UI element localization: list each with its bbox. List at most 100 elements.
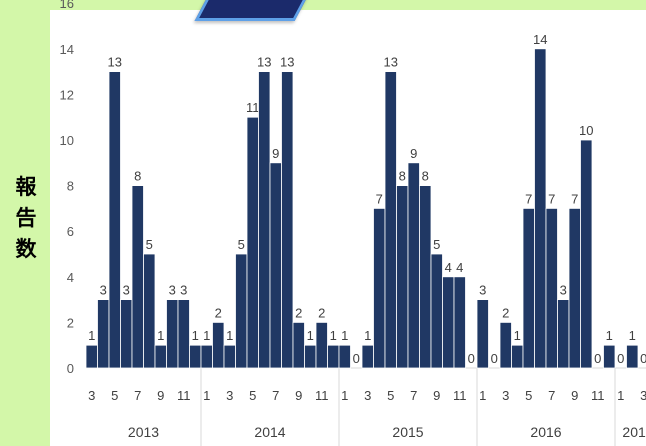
bar [626,344,639,369]
bar [407,162,420,369]
y-tick-label: 16 [60,0,74,11]
data-label: 1 [157,328,164,343]
bar [327,344,340,369]
data-label: 1 [226,328,233,343]
x-tick-label-month: 9 [157,388,164,403]
x-tick-label-month: 7 [410,388,417,403]
data-label: 4 [456,260,463,275]
y-tick-label: 0 [67,361,74,376]
bar [212,321,225,369]
bar [281,71,294,369]
bar [603,344,616,369]
y-axis-title-char-3: 数 [15,238,37,261]
bar [442,276,455,369]
x-tick-label-month: 5 [111,388,118,403]
x-tick-label-month: 1 [203,388,210,403]
bar [131,185,144,369]
x-tick-label-month: 1 [617,388,624,403]
data-label: 1 [88,328,95,343]
data-label: 7 [548,191,555,206]
data-label: 13 [108,55,122,70]
bar [557,299,570,369]
data-label: 1 [514,328,521,343]
bar [258,71,271,369]
x-tick-label-year: 2017 [622,424,646,440]
y-tick-label: 4 [67,270,74,285]
y-axis-title-char-1: 報 [15,176,37,199]
x-tick-label-month: 9 [295,388,302,403]
x-tick-label-month: 1 [479,388,486,403]
x-tick-label-month: 11 [177,388,191,403]
bar [108,71,121,369]
data-label: 3 [123,283,130,298]
x-tick-label-month: 3 [502,388,509,403]
data-label: 1 [330,328,337,343]
y-axis-title: 報 告 数 [6,172,46,265]
bar [292,321,305,369]
data-label: 3 [180,283,187,298]
x-tick-label-month: 3 [640,388,646,403]
data-label: 7 [525,191,532,206]
bar [246,116,259,369]
data-label: 0 [468,351,475,366]
bar [453,276,466,369]
data-label: 3 [169,283,176,298]
x-tick-label-month: 11 [591,388,605,403]
data-label: 1 [341,328,348,343]
bar [545,207,558,369]
bar [419,185,432,369]
x-tick-label-month: 7 [134,388,141,403]
data-label: 7 [376,191,383,206]
data-label: 2 [295,305,302,320]
data-label: 14 [533,32,547,47]
bar [361,344,374,369]
x-tick-label-month: 11 [315,388,329,403]
x-tick-label-month: 9 [433,388,440,403]
data-label: 0 [353,351,360,366]
bar [338,344,351,369]
data-label: 13 [257,55,271,70]
bar [154,344,167,369]
data-label: 8 [134,169,141,184]
bar [511,344,524,369]
x-tick-label-month: 5 [387,388,394,403]
x-tick-label-month: 7 [272,388,279,403]
bar [304,344,317,369]
data-label: 4 [445,260,452,275]
data-label: 9 [410,146,417,161]
x-tick-label-month: 1 [341,388,348,403]
x-tick-label-month: 11 [453,388,467,403]
bar [373,207,386,369]
bar [269,162,282,369]
data-label: 5 [146,237,153,252]
data-label: 1 [629,328,636,343]
data-label: 0 [617,351,624,366]
y-axis-title-char-2: 告 [15,207,37,230]
bar [189,344,202,369]
bar [143,253,156,369]
bar [223,344,236,369]
data-label: 5 [238,237,245,252]
y-tick-label: 2 [67,315,74,330]
data-label: 2 [215,305,222,320]
x-tick-label-month: 9 [571,388,578,403]
bar [430,253,443,369]
data-label: 8 [399,169,406,184]
data-label: 1 [364,328,371,343]
data-label: 7 [571,191,578,206]
y-tick-label: 10 [60,133,74,148]
data-label: 1 [203,328,210,343]
x-tick-label-year: 2013 [128,424,159,440]
x-tick-label-month: 3 [364,388,371,403]
data-label: 0 [640,351,646,366]
bar [120,299,133,369]
data-label: 1 [192,328,199,343]
data-label: 3 [479,283,486,298]
bar [580,139,593,369]
x-tick-label-year: 2015 [392,424,423,440]
y-tick-label: 14 [60,42,74,57]
data-label: 13 [280,55,294,70]
x-tick-label-month: 5 [249,388,256,403]
bar [476,299,489,369]
